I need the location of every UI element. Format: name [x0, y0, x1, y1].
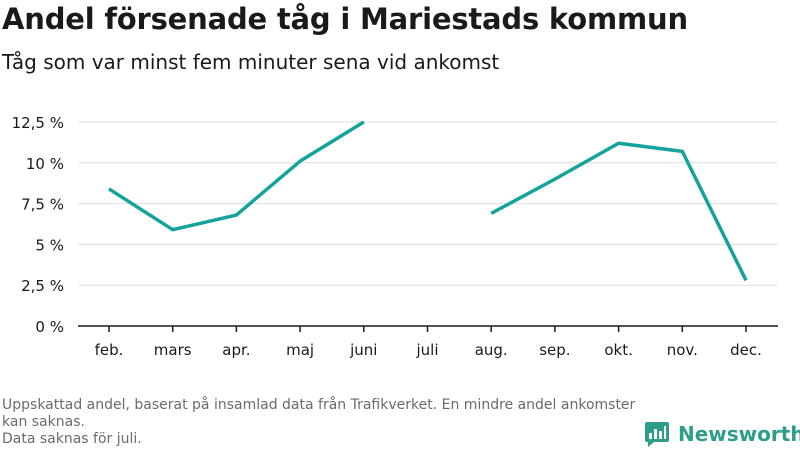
y-tick-label: 5 % — [35, 236, 64, 254]
x-tick-label: feb. — [95, 341, 124, 359]
y-tick-label: 0 % — [35, 318, 64, 336]
brand-logo: Newsworthy — [644, 419, 800, 449]
x-tick-label: juni — [349, 341, 377, 359]
x-tick-label: dec. — [730, 341, 762, 359]
x-tick-label: sep. — [539, 341, 570, 359]
x-tick-label: aug. — [475, 341, 508, 359]
gridlines — [78, 121, 778, 286]
y-tick-label: 7,5 % — [21, 196, 64, 214]
newsworthy-logo-icon — [645, 422, 669, 447]
y-axis-tick-labels: 0 % 2,5 % 5 % 7,5 % 10 % 12,5 % — [12, 114, 64, 336]
line-chart: 0 % 2,5 % 5 % 7,5 % 10 % 12,5 % feb. mars apr. m… — [12, 114, 778, 359]
footer-notes: Uppskattad andel, baserat på insamlad da… — [2, 397, 642, 448]
x-tick-label: mars — [154, 341, 192, 359]
brand-name: Newsworthy — [678, 422, 800, 446]
y-tick-label: 10 % — [26, 155, 64, 173]
x-tick-label: apr. — [222, 341, 250, 359]
series-lines — [108, 120, 748, 282]
footer-note-source: Uppskattad andel, baserat på insamlad da… — [2, 397, 640, 430]
series-line — [490, 141, 748, 282]
x-axis: feb. mars apr. maj juni juli aug. sep. okt. nov. d… — [78, 325, 778, 359]
series-line — [108, 120, 365, 232]
x-tick-label: nov. — [667, 341, 698, 359]
chart-subtitle: Tåg som var minst fem minuter sena vid a… — [2, 50, 500, 74]
y-tick-label: 12,5 % — [12, 114, 64, 132]
x-tick-label: juli — [415, 341, 438, 359]
chart-title: Andel försenade tåg i Mariestads kommun — [2, 2, 688, 36]
y-tick-label: 2,5 % — [21, 277, 64, 295]
x-tick-label: okt. — [604, 341, 633, 359]
x-tick-label: maj — [286, 341, 314, 359]
footer-note-missing: Data saknas för juli. — [2, 431, 142, 447]
